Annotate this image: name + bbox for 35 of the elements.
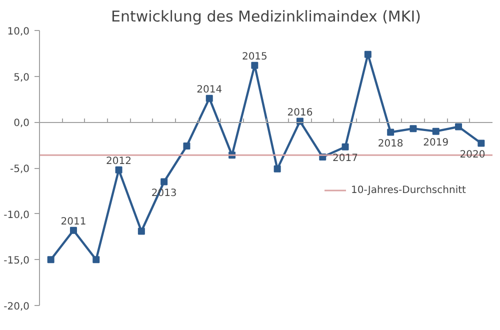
point xyxy=(364,50,372,58)
point xyxy=(410,125,417,132)
annotation: 2019 xyxy=(423,137,449,148)
annotation: 2017 xyxy=(332,152,358,164)
y-tick-label: 5,0 xyxy=(14,72,30,84)
y-tick-label: 10,0 xyxy=(7,26,30,38)
point xyxy=(478,140,485,147)
point xyxy=(92,256,100,264)
annotation: 2016 xyxy=(287,107,313,118)
point xyxy=(251,62,258,69)
point xyxy=(387,128,394,136)
annotation: 2011 xyxy=(60,216,86,228)
y-tick-label: -20,0 xyxy=(4,302,30,312)
y-tick-label: -5,0 xyxy=(10,164,30,175)
point xyxy=(47,256,54,264)
annotation: 2014 xyxy=(196,84,222,96)
point xyxy=(206,94,213,102)
point xyxy=(455,123,462,130)
annotation: 2018 xyxy=(378,138,404,150)
point xyxy=(183,142,190,150)
annotation: 2020 xyxy=(460,149,486,160)
annotation: 2015 xyxy=(242,51,268,62)
chart-title: Entwicklung des Medizinklimaindex (MKI) xyxy=(111,8,421,26)
point xyxy=(115,166,122,174)
point xyxy=(138,228,145,235)
legend-label: 10-Jahres-Durchschnitt xyxy=(351,184,466,196)
y-tick-label: -15,0 xyxy=(4,256,30,267)
annotation: 2012 xyxy=(106,156,132,167)
point xyxy=(274,165,281,172)
point xyxy=(432,128,440,135)
y-tick-label: 0,0 xyxy=(14,118,30,130)
point xyxy=(70,226,77,234)
y-tick-label: -10,0 xyxy=(4,210,30,221)
point xyxy=(160,178,168,186)
point xyxy=(342,143,349,150)
